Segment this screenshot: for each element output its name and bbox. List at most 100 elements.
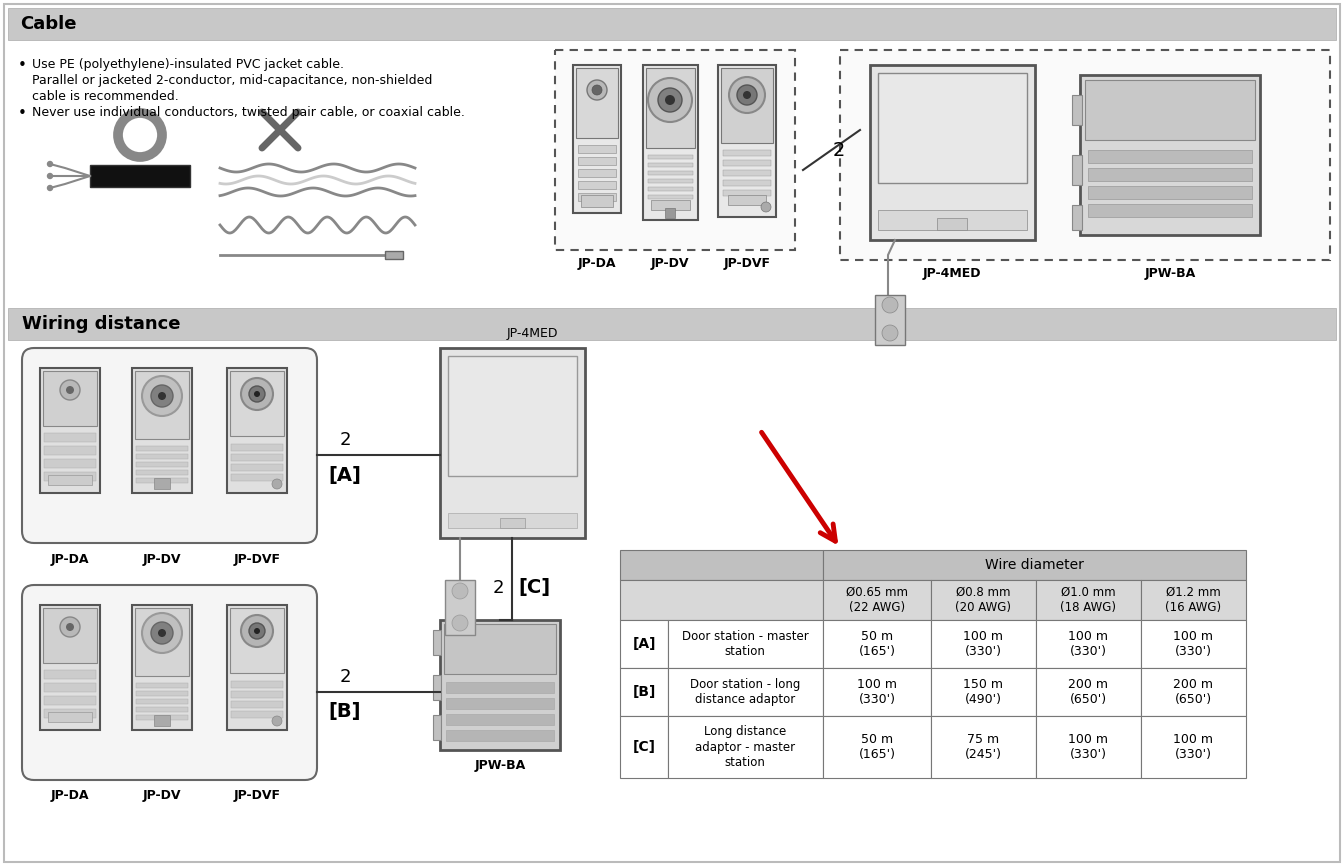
- Text: 2: 2: [339, 431, 351, 449]
- Circle shape: [665, 95, 675, 105]
- Bar: [44, 446, 95, 455]
- Text: JP-DVF: JP-DVF: [234, 790, 281, 803]
- Text: Never use individual conductors, twisted pair cable, or coaxial cable.: Never use individual conductors, twisted…: [32, 106, 465, 119]
- Bar: [448, 356, 577, 476]
- Bar: [230, 371, 284, 436]
- Bar: [720, 68, 773, 143]
- Bar: [1036, 668, 1141, 716]
- Bar: [444, 624, 556, 674]
- Text: JPW-BA: JPW-BA: [474, 759, 526, 772]
- Text: JP-4MED: JP-4MED: [923, 268, 981, 281]
- FancyBboxPatch shape: [22, 585, 317, 780]
- Bar: [48, 475, 91, 485]
- Bar: [136, 462, 188, 467]
- Bar: [231, 454, 284, 461]
- Text: 2: 2: [339, 668, 351, 686]
- Bar: [1141, 620, 1246, 668]
- FancyBboxPatch shape: [555, 50, 796, 250]
- Bar: [384, 251, 403, 259]
- Bar: [723, 160, 771, 166]
- Text: JP-DA: JP-DA: [578, 257, 617, 270]
- Bar: [8, 308, 1336, 340]
- Bar: [136, 470, 188, 475]
- Bar: [937, 218, 966, 230]
- Bar: [668, 668, 823, 716]
- Bar: [723, 150, 771, 156]
- Circle shape: [47, 185, 52, 191]
- Bar: [578, 157, 616, 165]
- Bar: [648, 179, 694, 183]
- Bar: [646, 68, 695, 148]
- Circle shape: [761, 202, 771, 212]
- Bar: [136, 478, 188, 483]
- Bar: [231, 701, 284, 708]
- Bar: [1036, 620, 1141, 668]
- Text: 200 m
(650'): 200 m (650'): [1068, 678, 1107, 706]
- Text: JP-DV: JP-DV: [650, 257, 689, 270]
- Circle shape: [159, 392, 167, 400]
- Bar: [648, 187, 694, 191]
- Text: 100 m
(330'): 100 m (330'): [1068, 630, 1107, 658]
- Bar: [581, 195, 613, 207]
- Bar: [578, 181, 616, 189]
- Bar: [136, 691, 188, 696]
- Bar: [445, 580, 474, 635]
- Bar: [878, 210, 1027, 230]
- Bar: [231, 711, 284, 718]
- Text: Ø1.2 mm
(16 AWG): Ø1.2 mm (16 AWG): [1165, 586, 1222, 614]
- Bar: [723, 180, 771, 186]
- Circle shape: [249, 623, 265, 639]
- Bar: [878, 73, 1027, 183]
- Circle shape: [743, 91, 751, 99]
- Circle shape: [241, 378, 273, 410]
- Circle shape: [882, 325, 898, 341]
- Bar: [136, 707, 188, 712]
- Circle shape: [60, 380, 81, 400]
- Bar: [1089, 150, 1253, 163]
- Bar: [134, 608, 190, 676]
- Bar: [230, 608, 284, 673]
- Bar: [823, 550, 1246, 580]
- Text: 2: 2: [833, 140, 845, 159]
- Bar: [823, 668, 931, 716]
- Bar: [577, 68, 618, 138]
- Circle shape: [142, 376, 181, 416]
- Text: JP-4MED: JP-4MED: [507, 327, 558, 340]
- Text: Door station - master
station: Door station - master station: [681, 630, 808, 658]
- Bar: [642, 65, 698, 220]
- Bar: [1141, 580, 1246, 620]
- Bar: [1036, 716, 1141, 778]
- Bar: [668, 620, 823, 668]
- Bar: [620, 716, 668, 778]
- Bar: [931, 580, 1036, 620]
- Bar: [620, 580, 823, 620]
- Circle shape: [241, 615, 273, 647]
- Bar: [44, 709, 95, 718]
- Text: [B]: [B]: [329, 702, 362, 721]
- Circle shape: [648, 78, 692, 122]
- Bar: [648, 171, 694, 175]
- Bar: [1073, 205, 1082, 230]
- Bar: [439, 348, 585, 538]
- Bar: [823, 716, 931, 778]
- Text: Ø0.65 mm
(22 AWG): Ø0.65 mm (22 AWG): [845, 586, 909, 614]
- Bar: [573, 65, 621, 213]
- Text: 2: 2: [492, 579, 504, 597]
- Text: Door station - long
distance adaptor: Door station - long distance adaptor: [689, 678, 800, 706]
- Bar: [132, 605, 192, 730]
- Bar: [1036, 580, 1141, 620]
- Text: JP-DA: JP-DA: [51, 553, 89, 565]
- Bar: [823, 580, 931, 620]
- Bar: [665, 208, 675, 218]
- Bar: [446, 682, 554, 693]
- Bar: [44, 433, 95, 442]
- Text: 50 m
(165'): 50 m (165'): [859, 630, 895, 658]
- Circle shape: [66, 623, 74, 631]
- Bar: [723, 190, 771, 196]
- Bar: [446, 714, 554, 725]
- Bar: [648, 155, 694, 159]
- Bar: [875, 295, 905, 345]
- Text: Ø0.8 mm
(20 AWG): Ø0.8 mm (20 AWG): [956, 586, 1011, 614]
- Circle shape: [271, 479, 282, 489]
- Bar: [231, 681, 284, 688]
